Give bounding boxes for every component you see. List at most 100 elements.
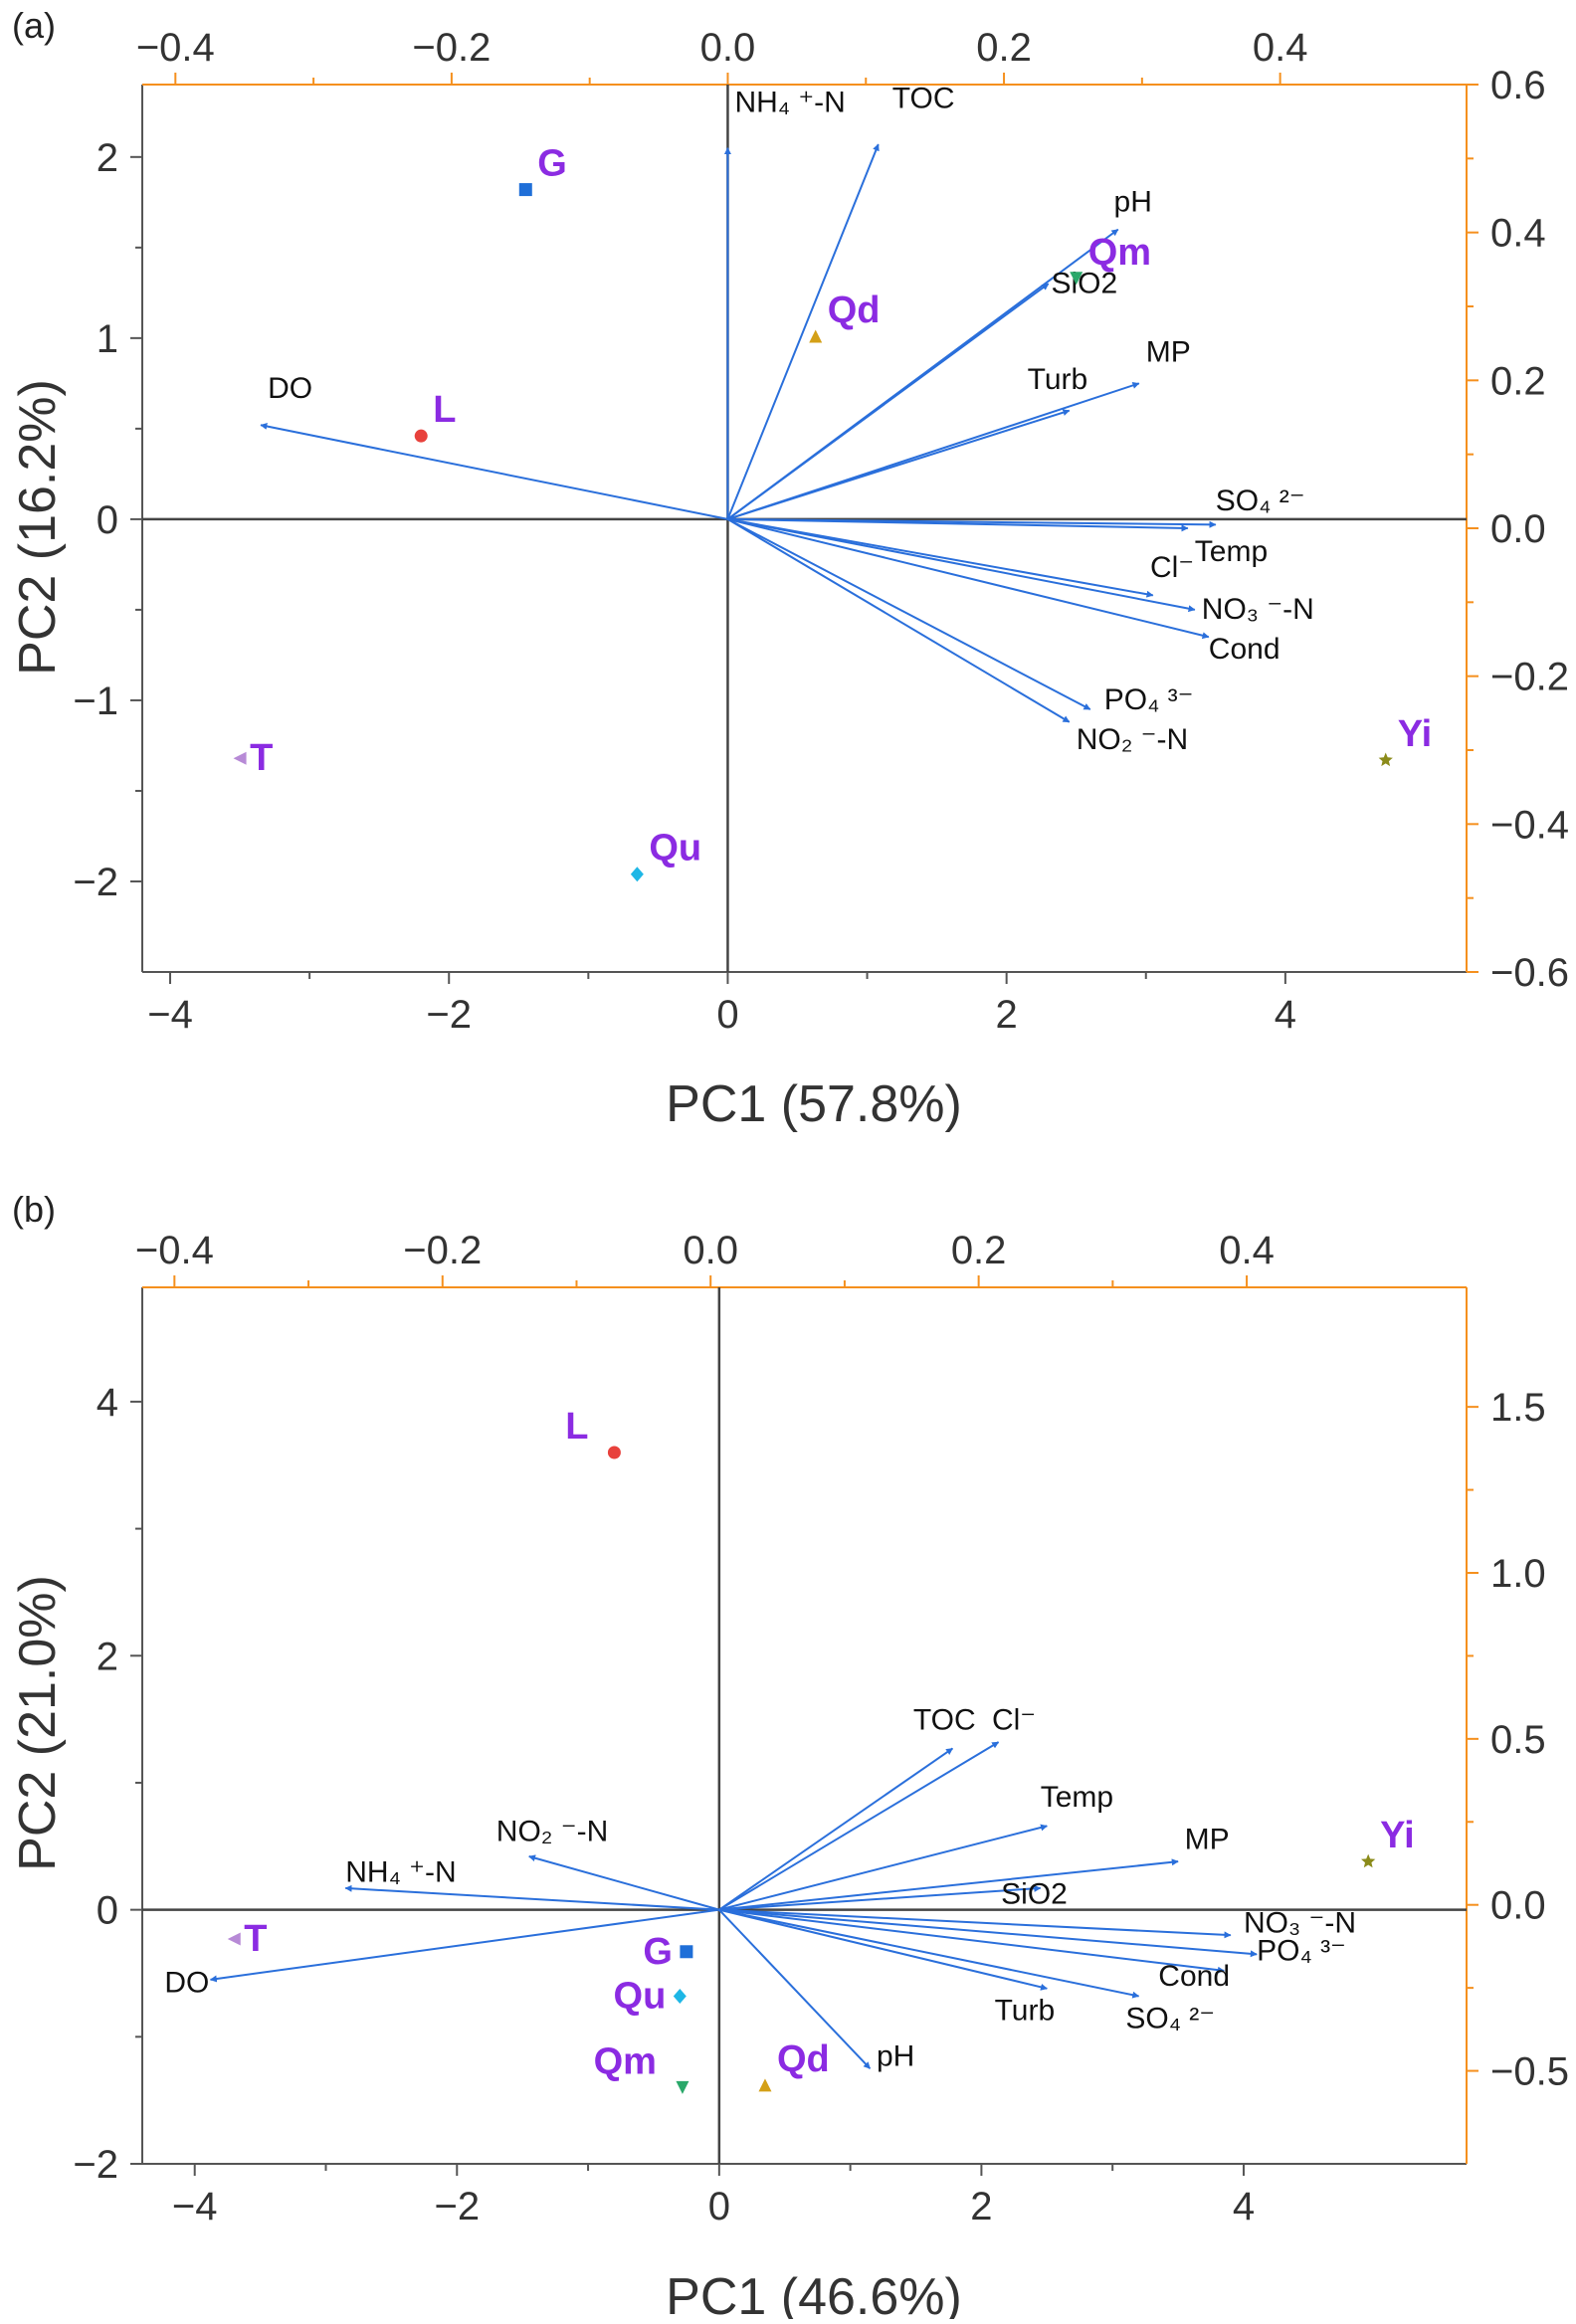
right-y-tick-label: 0.0 [1490,1884,1546,1928]
site-marker-g [680,1945,693,1959]
loading-label-so: SO₄ ²⁻ [1216,484,1305,517]
site-marker-qd [809,329,823,343]
x-tick-label: 2 [996,993,1018,1037]
site-marker-qm [676,2080,690,2094]
panel-label: (b) [12,1189,56,1230]
site-label-qm: Qm [594,2040,657,2082]
top-x-tick-label: 0.4 [1253,26,1308,70]
loading-vector-cl [718,1741,1000,1911]
site-marker-qm [1070,272,1084,286]
right-y-tick-label: 0.0 [1490,507,1546,551]
loading-vector-turb [718,1908,1048,1991]
top-x-tick-label: −0.2 [403,1229,482,1272]
loading-vector-so [718,1908,1140,1999]
right-y-tick-label: −0.2 [1490,656,1569,699]
x-tick-label: 4 [1275,993,1296,1037]
loading-vector-toc [718,1747,953,1911]
right-y-tick-label: −0.4 [1490,803,1569,847]
loading-label-toc: TOC [913,1703,976,1736]
loading-label-so: SO₄ ²⁻ [1125,2002,1215,2034]
loading-label-do: DO [268,372,312,405]
right-y-tick-label: −0.5 [1490,2050,1569,2094]
site-label-g: G [537,143,567,185]
site-label-l: L [565,1406,588,1448]
loading-vector-po [718,1908,1258,1958]
loading-label-cond: Cond [1209,633,1280,666]
top-x-tick-label: −0.4 [135,1229,214,1272]
loading-vector-no-n [727,517,1196,613]
y-axis-title: PC2 (16.2%) [9,379,67,676]
site-marker-l [607,1446,621,1459]
y-tick-label: 1 [97,317,118,361]
loading-label-turb: Turb [1028,363,1088,396]
loading-label-mp: MP [1146,336,1191,369]
y-tick-label: 4 [97,1381,118,1425]
loading-label-do: DO [164,1967,209,2000]
site-label-yi: Yi [1398,713,1433,755]
y-tick-label: −2 [73,861,118,904]
top-x-tick-label: 0.2 [976,26,1032,70]
right-y-tick-label: 0.6 [1490,64,1546,107]
loading-label-sio2: SiO2 [1001,1877,1068,1910]
right-y-tick-label: 1.5 [1490,1386,1546,1430]
loading-vector-mp [718,1858,1179,1911]
site-label-qu: Qu [649,828,701,870]
x-tick-label: 2 [970,2185,992,2228]
right-y-tick-label: 0.4 [1490,212,1546,256]
loading-vector-sio2 [726,283,1050,520]
loading-vector-do [260,423,728,520]
y-tick-label: −2 [73,2143,118,2187]
x-tick-label: 4 [1233,2185,1255,2228]
loading-label-no-n: NO₂ ⁻-N [496,1816,608,1848]
loading-vector-sio2 [718,1884,1042,1911]
x-tick-label: 0 [716,993,738,1037]
loading-label-ph: pH [1114,185,1152,218]
loading-label-cl: Cl⁻ [1150,551,1194,584]
loading-vector-toc [726,143,880,520]
site-label-qd: Qd [828,290,881,331]
loading-label-nh-n: NH₄ ⁺-N [734,86,845,118]
site-marker-qd [758,2078,772,2092]
site-label-l: L [433,389,456,431]
right-y-tick-label: −0.6 [1490,951,1569,995]
loading-label-cond: Cond [1158,1960,1230,1993]
x-tick-label: −2 [426,993,472,1037]
loading-label-po: PO₄ ³⁻ [1104,683,1194,716]
y-tick-label: −1 [73,679,118,723]
loading-vector-no-n [726,518,1071,723]
site-label-qm: Qm [1088,232,1151,274]
site-marker-yi [1378,752,1393,767]
x-tick-label: −2 [434,2185,480,2228]
top-x-tick-label: 0.2 [951,1229,1007,1272]
loading-vector-temp [718,1824,1048,1911]
loading-vector-nh-n [344,1884,719,1911]
loading-label-no-n: NO₃ ⁻-N [1202,593,1314,626]
site-marker-t [233,751,247,765]
loading-label-sio2: SiO2 [1051,267,1117,299]
loading-vector-cond [718,1908,1225,1974]
site-label-yi: Yi [1380,1815,1415,1856]
loading-label-ph: pH [877,2040,914,2073]
x-axis-title: PC1 (57.8%) [666,1075,962,1133]
loading-label-nh-n: NH₄ ⁺-N [345,1856,456,1889]
loading-vector-cond [727,517,1210,640]
panel-label: (a) [12,5,56,46]
loading-label-no-n: NO₃ ⁻-N [1244,1907,1356,1940]
top-x-tick-label: 0.0 [683,1229,738,1272]
site-label-g: G [643,1931,673,1973]
top-x-tick-label: −0.4 [136,26,215,70]
site-marker-yi [1361,1853,1376,1868]
loading-label-turb: Turb [995,1995,1056,2028]
loading-vector-do [209,1908,719,1983]
loading-vector-turb [727,409,1071,520]
y-tick-label: 0 [97,498,118,542]
loading-label-mp: MP [1185,1823,1230,1855]
right-y-tick-label: 1.0 [1490,1552,1546,1596]
loading-vector-cl [727,517,1154,598]
site-marker-t [227,1932,241,1946]
site-marker-qu [673,1988,687,2004]
x-axis-title: PC1 (46.6%) [666,2268,962,2319]
loading-vector-no-n [718,1908,1232,1939]
